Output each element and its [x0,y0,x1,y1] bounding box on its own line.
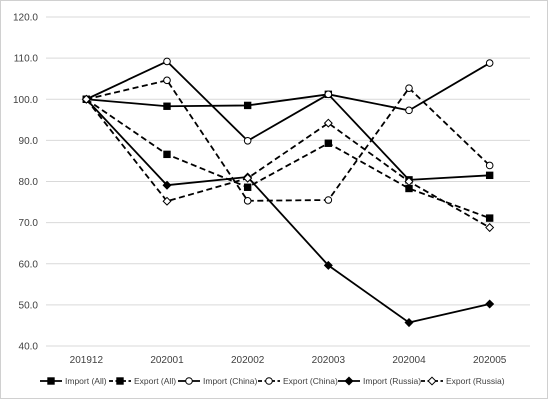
data-point-0 [163,102,171,110]
data-point-1 [405,184,413,193]
legend-label: Import (All) [65,376,107,386]
series-line-4 [85,98,490,324]
data-point-5 [485,223,495,233]
data-point-0 [243,101,252,110]
data-point-5 [243,173,253,183]
data-point-5 [323,118,333,128]
data-point-1 [324,139,333,147]
data-point-4 [323,260,333,270]
x-tick-label: 202001 [150,355,184,366]
legend-marker-4 [344,376,354,386]
data-point-1 [243,183,252,191]
x-tick-label: 202005 [473,355,507,366]
legend-label: Export (Russia) [446,376,505,386]
data-point-1 [163,150,171,159]
x-tick-label: 202002 [231,355,265,366]
legend-marker-3 [265,377,273,385]
data-point-3 [324,196,333,204]
y-tick-label: 100.0 [13,95,38,106]
data-point-2 [324,90,333,99]
legend-label: Export (All) [134,376,176,386]
data-point-4 [485,299,495,309]
data-point-5 [404,176,414,187]
y-tick-label: 60.0 [19,259,39,270]
y-tick-label: 40.0 [19,342,39,353]
series-line-5 [85,98,491,229]
y-tick-label: 110.0 [14,54,39,65]
y-tick-label: 90.0 [19,136,39,147]
data-point-5 [81,94,91,104]
data-point-3 [243,197,252,205]
data-point-2 [163,57,171,66]
data-point-0 [485,171,494,180]
series-line-2 [85,60,491,142]
legend-label: Import (China) [203,376,257,386]
legend-label: Import (Russia) [363,376,421,386]
series-line-3 [86,79,491,202]
data-point-3 [485,161,494,170]
data-point-3 [405,84,413,92]
y-tick-label: 70.0 [19,218,39,229]
data-point-3 [163,76,171,85]
data-point-2 [405,106,413,115]
y-tick-label: 120.0 [13,13,38,24]
series-line-1 [85,98,490,219]
legend-marker-2 [185,377,193,385]
data-point-4 [162,180,172,190]
data-point-2 [485,59,494,67]
data-point-2 [243,136,252,145]
x-tick-label: 201912 [70,355,104,366]
legend-label: Export (China) [283,376,338,386]
y-tick-label: 80.0 [19,177,39,188]
legend-marker-0 [47,377,55,385]
x-tick-label: 202003 [312,355,346,366]
legend-marker-1 [116,377,124,385]
legend-marker-5 [427,376,437,386]
data-point-4 [404,318,414,328]
series-line-0 [86,93,490,181]
y-tick-label: 50.0 [19,300,39,311]
data-point-5 [162,196,172,206]
x-tick-label: 202004 [392,355,426,366]
data-point-1 [485,214,494,222]
